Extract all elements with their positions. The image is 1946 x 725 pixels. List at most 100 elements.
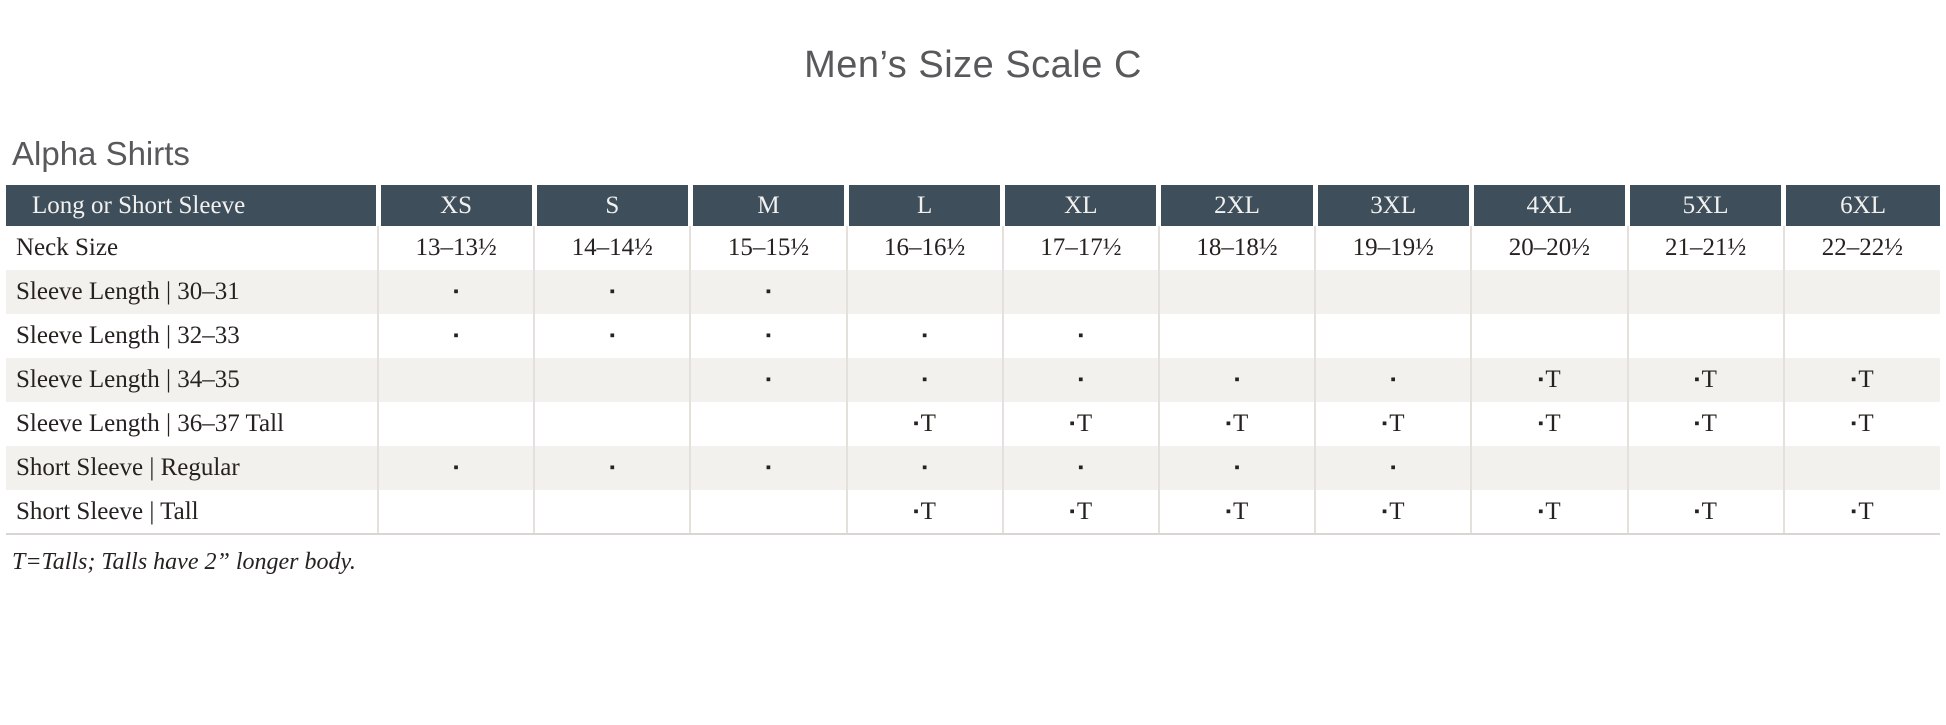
size-cell: 18–18½	[1157, 226, 1316, 270]
size-cell: ▪T	[1314, 490, 1472, 535]
header-cell-size-M: M	[690, 185, 850, 226]
size-cell	[1626, 446, 1784, 490]
size-cell: 14–14½	[533, 226, 691, 270]
size-cell: ▪	[689, 314, 847, 358]
size-cell	[1626, 270, 1784, 314]
size-chart-page: { "page": { "title": "Men\u2019s Size Sc…	[0, 44, 1946, 725]
size-cell: ▪T	[1157, 490, 1316, 535]
size-cell: 17–17½	[1001, 226, 1159, 270]
size-cell: ▪	[1001, 358, 1159, 402]
size-cell: 15–15½	[689, 226, 847, 270]
row-label: Sleeve Length | 34–35	[16, 366, 240, 393]
availability-dot-icon: ▪	[609, 460, 615, 476]
size-cell	[1001, 270, 1159, 314]
size-cell	[1470, 446, 1628, 490]
availability-dot-icon: ▪	[1381, 416, 1388, 432]
availability-dot-icon: ▪	[913, 416, 919, 432]
size-cell: 19–19½	[1314, 226, 1472, 270]
size-cell: ▪T	[1782, 358, 1940, 402]
header-cell-size-3XL: 3XL	[1315, 185, 1474, 226]
size-cell	[533, 402, 691, 446]
availability-dot-icon: ▪	[1225, 503, 1232, 520]
size-cell	[1470, 270, 1628, 314]
tall-marker: T	[1701, 366, 1717, 393]
table-row: Neck Size 13–13½ 14–14½ 15–15½ 16–16½ 17–17½ 1…	[6, 226, 1940, 270]
availability-dot-icon: ▪	[1694, 372, 1700, 388]
tall-marker: T	[1545, 410, 1561, 437]
availability-dot-icon: ▪	[1851, 372, 1857, 388]
size-cell: 21–21½	[1626, 226, 1784, 270]
tall-marker: T	[1858, 410, 1874, 437]
size-cell: 13–13½	[376, 226, 535, 270]
size-cell: ▪	[1001, 314, 1159, 358]
size-cell: ▪T	[1782, 402, 1940, 446]
tall-marker: T	[1858, 497, 1874, 525]
size-cell	[1470, 314, 1628, 358]
availability-dot-icon: ▪	[1078, 372, 1084, 388]
size-cell	[533, 358, 691, 402]
availability-dot-icon: ▪	[1078, 460, 1084, 476]
size-cell: ▪T	[1470, 402, 1628, 446]
size-cell	[1782, 270, 1940, 314]
row-label: Short Sleeve | Regular	[16, 454, 240, 481]
availability-dot-icon: ▪	[1078, 328, 1084, 344]
size-cell	[1314, 270, 1472, 314]
row-label: Neck Size	[16, 234, 119, 261]
size-cell: ▪T	[1626, 490, 1784, 535]
header-cell-size-5XL: 5XL	[1627, 185, 1787, 226]
availability-dot-icon: ▪	[1538, 372, 1544, 388]
size-cell	[845, 270, 1003, 314]
row-label: Sleeve Length | 30–31	[16, 278, 240, 305]
table-row: Sleeve Length | 30–31 ▪ ▪ ▪	[6, 270, 1940, 314]
page-title: Men’s Size Scale C	[804, 44, 1142, 86]
availability-dot-icon: ▪	[1694, 416, 1700, 432]
tall-marker: T	[1076, 410, 1093, 437]
table-body: Neck Size 13–13½ 14–14½ 15–15½ 16–16½ 17–17½ 1…	[6, 226, 1940, 535]
header-cell-size-S: S	[534, 185, 693, 226]
size-cell	[376, 402, 535, 446]
size-cell: ▪T	[1470, 358, 1628, 402]
size-cell: ▪	[1314, 446, 1472, 490]
size-cell: ▪T	[1157, 402, 1316, 446]
availability-dot-icon: ▪	[765, 372, 772, 388]
table-head: Long or Short Sleeve XS S M L XL 2XL 3XL 4XL 5XL 6…	[6, 185, 1940, 226]
availability-dot-icon: ▪	[765, 460, 772, 476]
size-cell	[689, 402, 847, 446]
availability-dot-icon: ▪	[609, 284, 615, 300]
size-cell	[533, 490, 691, 535]
section-title: Alpha Shirts	[12, 135, 190, 172]
availability-dot-icon: ▪	[453, 284, 459, 300]
tall-marker: T	[1233, 410, 1249, 437]
availability-dot-icon: ▪	[1069, 416, 1075, 432]
header-cell-size-6XL: 6XL	[1783, 185, 1940, 226]
header-cell-size-4XL: 4XL	[1471, 185, 1631, 226]
header-cell-size-XL: XL	[1002, 185, 1162, 226]
availability-dot-icon: ▪	[921, 460, 928, 476]
size-cell	[376, 490, 535, 535]
table-row: Short Sleeve | Tall ▪T ▪T ▪T ▪T ▪T ▪T ▪T	[6, 490, 1940, 535]
size-cell: ▪T	[845, 490, 1003, 535]
size-cell: ▪	[845, 446, 1003, 490]
size-cell: ▪T	[1001, 490, 1159, 535]
tall-marker: T	[1233, 497, 1249, 525]
size-cell	[1157, 270, 1316, 314]
footnote: T=Talls; Talls have 2” longer body.	[12, 549, 356, 575]
availability-dot-icon: ▪	[1381, 503, 1388, 520]
tall-marker: T	[920, 410, 936, 437]
size-cell: ▪	[376, 446, 535, 490]
size-cell: ▪T	[1626, 402, 1784, 446]
size-cell: ▪	[689, 358, 847, 402]
availability-dot-icon: ▪	[1390, 372, 1396, 388]
availability-dot-icon: ▪	[1390, 460, 1396, 476]
header-cell-size-L: L	[846, 185, 1006, 226]
table-row: Sleeve Length | 36–37 Tall ▪T ▪T ▪T ▪T ▪T ▪T ▪T	[6, 402, 1940, 446]
size-cell: ▪T	[1314, 402, 1472, 446]
size-cell: ▪	[689, 270, 847, 314]
availability-dot-icon: ▪	[921, 372, 928, 388]
tall-marker: T	[1389, 497, 1405, 525]
size-cell	[1782, 314, 1940, 358]
availability-dot-icon: ▪	[609, 328, 615, 344]
size-table: Long or Short Sleeve XS S M L XL 2XL 3XL 4XL 5XL 6…	[6, 185, 1940, 535]
size-cell	[1157, 314, 1316, 358]
tall-marker: T	[920, 497, 936, 525]
